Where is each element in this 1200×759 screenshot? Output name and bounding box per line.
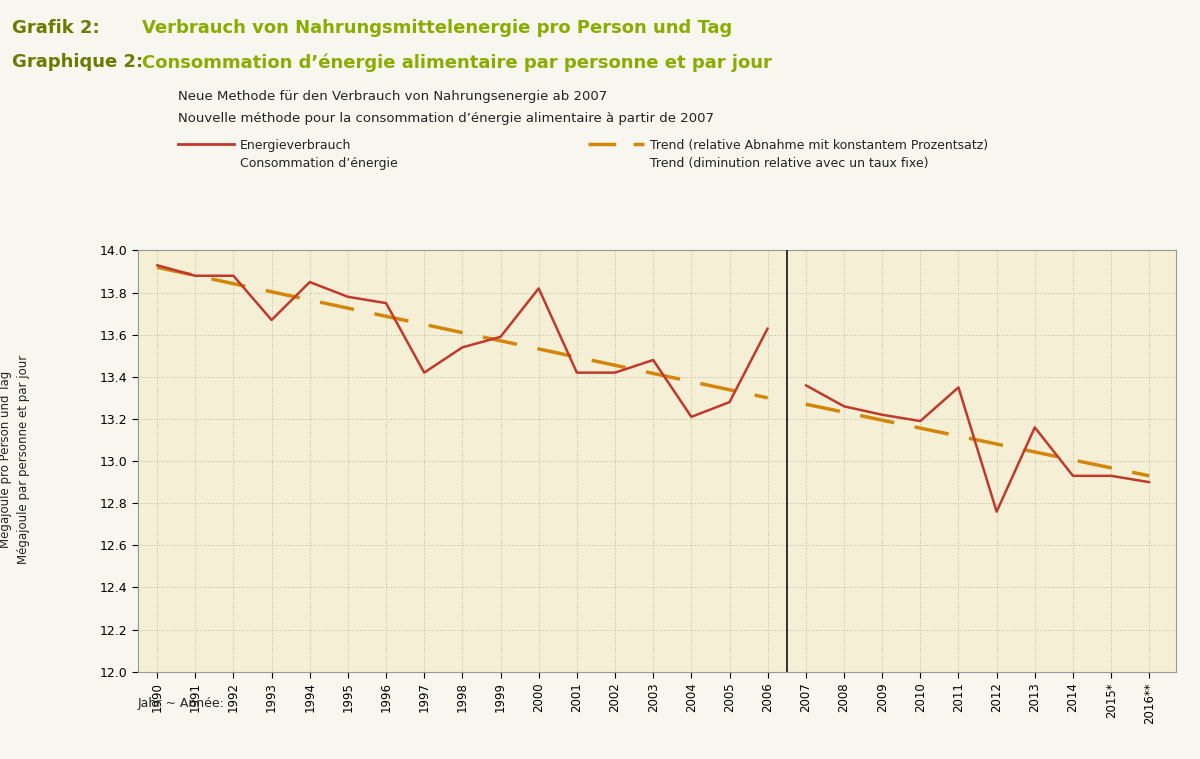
Text: Energieverbrauch: Energieverbrauch [240,139,352,152]
Text: Graphique 2:: Graphique 2: [12,53,143,71]
Text: Jahr ~ Année:: Jahr ~ Année: [138,697,224,710]
Text: Consommation d’énergie alimentaire par personne et par jour: Consommation d’énergie alimentaire par p… [142,53,772,71]
Text: Verbrauch von Nahrungsmittelenergie pro Person und Tag: Verbrauch von Nahrungsmittelenergie pro … [142,19,732,37]
Text: Grafik 2:: Grafik 2: [12,19,100,37]
Text: Trend (diminution relative avec un taux fixe): Trend (diminution relative avec un taux … [650,157,929,170]
Text: Consommation d’énergie: Consommation d’énergie [240,157,397,170]
Text: Megajoule pro Person und Tag
Mégajoule par personne et par jour: Megajoule pro Person und Tag Mégajoule p… [0,354,30,564]
Text: Neue Methode für den Verbrauch von Nahrungsenergie ab 2007: Neue Methode für den Verbrauch von Nahru… [178,90,607,102]
Text: Trend (relative Abnahme mit konstantem Prozentsatz): Trend (relative Abnahme mit konstantem P… [650,139,989,152]
Text: Nouvelle méthode pour la consommation d’énergie alimentaire à partir de 2007: Nouvelle méthode pour la consommation d’… [178,112,714,124]
